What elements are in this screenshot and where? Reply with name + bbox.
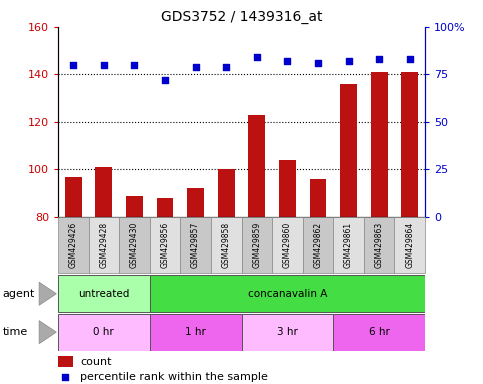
Point <box>61 374 69 380</box>
Text: GSM429860: GSM429860 <box>283 222 292 268</box>
Bar <box>248 115 265 384</box>
Bar <box>88 217 119 273</box>
Text: 6 hr: 6 hr <box>369 327 390 337</box>
Bar <box>395 217 425 273</box>
Bar <box>364 217 395 273</box>
Bar <box>242 217 272 273</box>
Polygon shape <box>39 321 57 344</box>
Bar <box>333 314 425 351</box>
Point <box>161 77 169 83</box>
Bar <box>150 275 425 312</box>
Text: agent: agent <box>2 289 35 299</box>
Point <box>70 62 77 68</box>
Text: GSM429861: GSM429861 <box>344 222 353 268</box>
Text: GDS3752 / 1439316_at: GDS3752 / 1439316_at <box>161 10 322 23</box>
Bar <box>58 275 150 312</box>
Text: 3 hr: 3 hr <box>277 327 298 337</box>
Point <box>192 64 199 70</box>
Bar <box>211 217 242 273</box>
Bar <box>58 217 88 273</box>
Bar <box>218 169 235 384</box>
Bar <box>272 217 303 273</box>
Point <box>253 54 261 60</box>
Text: GSM429858: GSM429858 <box>222 222 231 268</box>
Point <box>314 60 322 66</box>
Bar <box>119 217 150 273</box>
Point <box>375 56 383 62</box>
Bar <box>156 198 173 384</box>
Text: GSM429864: GSM429864 <box>405 222 414 268</box>
Polygon shape <box>39 282 57 305</box>
Text: untreated: untreated <box>78 289 129 299</box>
Bar <box>371 72 387 384</box>
Bar <box>96 167 112 384</box>
Text: GSM429863: GSM429863 <box>375 222 384 268</box>
Text: GSM429428: GSM429428 <box>99 222 108 268</box>
Bar <box>126 195 143 384</box>
Text: GSM429426: GSM429426 <box>69 222 78 268</box>
Text: 0 hr: 0 hr <box>94 327 114 337</box>
Bar <box>310 179 327 384</box>
Bar <box>150 314 242 351</box>
Text: GSM429856: GSM429856 <box>160 222 170 268</box>
Point <box>345 58 353 64</box>
Bar <box>58 356 72 367</box>
Bar <box>333 217 364 273</box>
Point <box>130 62 138 68</box>
Bar <box>279 160 296 384</box>
Bar <box>187 189 204 384</box>
Text: GSM429859: GSM429859 <box>252 222 261 268</box>
Bar <box>58 314 150 351</box>
Bar <box>340 84 357 384</box>
Point <box>100 62 108 68</box>
Text: percentile rank within the sample: percentile rank within the sample <box>80 372 268 382</box>
Text: time: time <box>2 327 28 337</box>
Text: GSM429862: GSM429862 <box>313 222 323 268</box>
Point <box>222 64 230 70</box>
Text: GSM429857: GSM429857 <box>191 222 200 268</box>
Bar <box>242 314 333 351</box>
Bar <box>150 217 180 273</box>
Bar <box>65 177 82 384</box>
Text: GSM429430: GSM429430 <box>130 222 139 268</box>
Bar <box>303 217 333 273</box>
Text: 1 hr: 1 hr <box>185 327 206 337</box>
Point <box>406 56 413 62</box>
Bar <box>401 72 418 384</box>
Point <box>284 58 291 64</box>
Bar <box>180 217 211 273</box>
Text: count: count <box>80 357 112 367</box>
Text: concanavalin A: concanavalin A <box>248 289 327 299</box>
